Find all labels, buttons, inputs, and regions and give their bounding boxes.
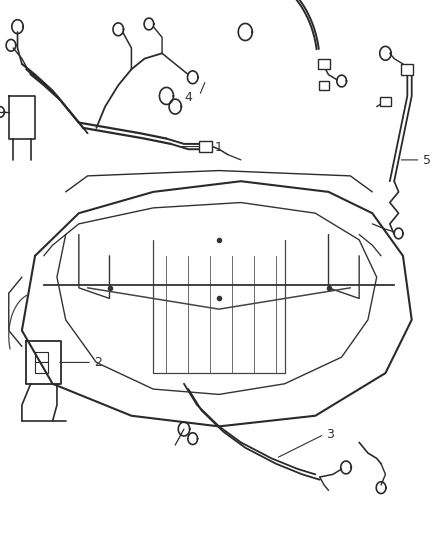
- Bar: [401, 64, 413, 75]
- Bar: [319, 81, 329, 90]
- Text: 2: 2: [94, 357, 102, 369]
- Bar: [380, 97, 391, 106]
- Bar: [35, 352, 48, 362]
- Text: 5: 5: [423, 154, 431, 167]
- Text: 3: 3: [326, 429, 334, 441]
- Text: 1: 1: [215, 141, 223, 154]
- Bar: [199, 141, 212, 152]
- Text: 4: 4: [185, 91, 193, 103]
- Bar: [318, 59, 330, 69]
- Bar: [35, 362, 48, 373]
